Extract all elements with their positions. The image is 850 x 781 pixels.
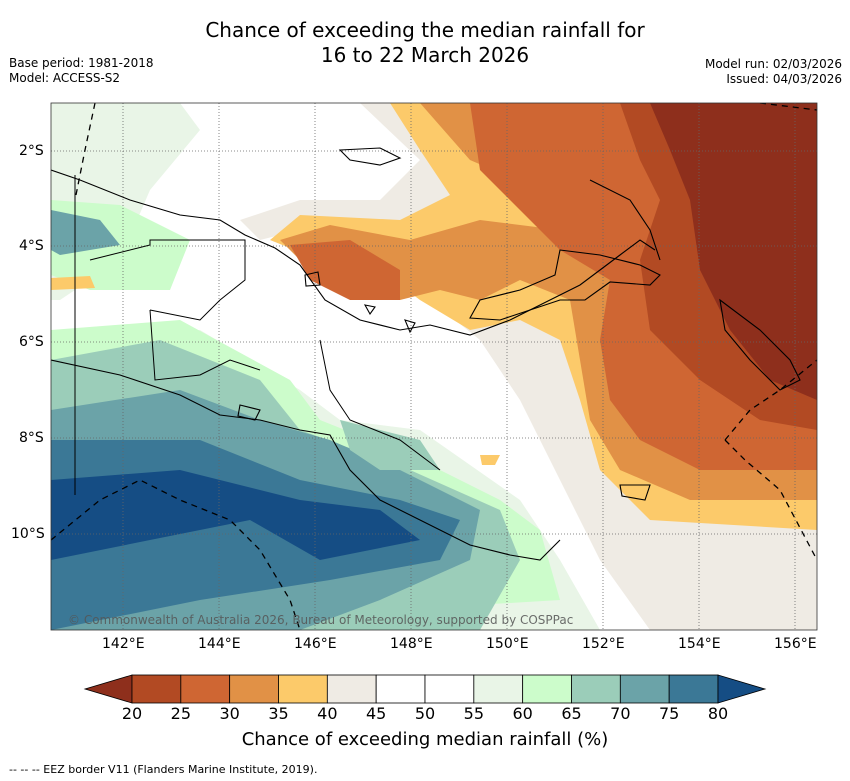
colorbar-segment-60-65 xyxy=(522,674,572,704)
contour-25-30-central xyxy=(290,240,400,300)
lon-tick-156: 156°E xyxy=(774,636,817,652)
colorbar-label-45: 45 xyxy=(365,704,387,723)
province-border-3 xyxy=(319,339,441,471)
province-border-2 xyxy=(149,309,261,381)
colorbar-title: Chance of exceeding median rainfall (%) xyxy=(241,729,609,750)
colorbar-segment-55-60 xyxy=(473,674,524,704)
solomon-islands xyxy=(719,298,801,391)
lat-tick-2s: 2°S xyxy=(19,143,44,159)
colorbar-label-80: 80 xyxy=(707,704,729,723)
issued-date: Issued: 04/03/2026 xyxy=(726,72,842,86)
new-ireland xyxy=(589,179,661,261)
contour-65-70-central xyxy=(340,420,440,470)
eez-borders xyxy=(51,103,817,630)
lon-tick-148: 148°E xyxy=(390,636,433,652)
colorbar xyxy=(83,674,767,704)
small-island-1 xyxy=(363,304,376,316)
woodlark-island xyxy=(619,484,651,501)
lat-tick-4s: 4°S xyxy=(19,238,44,254)
lat-tick-6s: 6°S xyxy=(19,334,44,350)
colorbar-segment-65-70 xyxy=(571,674,621,704)
eez-footnote: -- -- -- EEZ border V11 (Flanders Marine… xyxy=(9,763,318,776)
colorbar-label-35: 35 xyxy=(268,704,289,723)
new-guinea-south-coast xyxy=(51,359,561,561)
contour-80-plus-south xyxy=(51,470,420,560)
lon-tick-154: 154°E xyxy=(678,636,721,652)
fly-delta-islands xyxy=(237,404,261,421)
colorbar-segment-70-75 xyxy=(619,674,670,704)
colorbar-label-55: 55 xyxy=(463,704,485,723)
colorbar-label-20: 20 xyxy=(121,704,143,723)
colorbar-segment-75-80 xyxy=(668,674,719,704)
eez-south xyxy=(51,479,301,630)
base-period: Base period: 1981-2018 xyxy=(9,56,154,70)
colorbar-segment-30-35 xyxy=(229,674,279,704)
colorbar-label-65: 65 xyxy=(561,704,582,723)
lon-tick-144: 144°E xyxy=(198,636,241,652)
colorbar-segment-25-30 xyxy=(180,674,231,704)
colorbar-label-30: 30 xyxy=(219,704,240,723)
colorbar-label-70: 70 xyxy=(610,704,631,723)
contour-70-75-west xyxy=(51,210,120,255)
colorbar-label-25: 25 xyxy=(170,704,192,723)
colorbar-segment-40-45 xyxy=(326,674,377,704)
lon-tick-146: 146°E xyxy=(294,636,337,652)
meta-left: Base period: 1981-2018 Model: ACCESS-S2 xyxy=(9,56,154,86)
lat-tick-10s: 10°S xyxy=(11,526,45,542)
colorbar-segment-35-40 xyxy=(278,674,328,704)
lon-tick-152: 152°E xyxy=(582,636,625,652)
new-britain xyxy=(469,249,661,321)
colorbar-extend-high xyxy=(717,674,767,704)
model-name: Model: ACCESS-S2 xyxy=(9,71,121,85)
coastlines xyxy=(51,147,801,561)
title-line-1: Chance of exceeding the median rainfall … xyxy=(205,18,645,42)
eez-east-north xyxy=(759,103,817,111)
map-frame xyxy=(50,102,818,631)
colorbar-segment-45-50 xyxy=(375,674,426,704)
colorbar-label-50: 50 xyxy=(414,704,436,723)
eez-solomons xyxy=(724,359,817,441)
lon-tick-150: 150°E xyxy=(486,636,529,652)
map-title: Chance of exceeding the median rainfall … xyxy=(0,18,850,68)
eez-solomons-south xyxy=(724,439,817,561)
karkar-island xyxy=(304,271,321,287)
colorbar-label-75: 75 xyxy=(658,704,680,723)
map-plot-area xyxy=(51,103,817,630)
model-run: Model run: 02/03/2026 xyxy=(704,57,842,71)
manus-island xyxy=(338,147,402,166)
admin-borders xyxy=(74,175,441,495)
contour-35-40-south-speck xyxy=(480,455,500,465)
lat-tick-8s: 8°S xyxy=(19,430,44,446)
colorbar-extend-low xyxy=(83,674,133,704)
colorbar-segment-20-25 xyxy=(131,674,182,704)
province-border-1 xyxy=(89,239,246,321)
colorbar-label-60: 60 xyxy=(512,704,533,723)
colorbar-label-40: 40 xyxy=(317,704,338,723)
title-line-2: 16 to 22 March 2026 xyxy=(320,43,530,67)
meta-right: Model run: 02/03/2026 Issued: 04/03/2026 xyxy=(705,57,842,87)
contour-35-40-west-speck xyxy=(51,276,95,290)
eez-west-north xyxy=(74,103,96,201)
lon-tick-142: 142°E xyxy=(102,636,145,652)
small-island-2 xyxy=(404,319,416,334)
graticule xyxy=(51,103,817,630)
copyright-watermark: © Commonwealth of Australia 2026, Bureau… xyxy=(68,613,574,627)
contour-below-20-east xyxy=(650,103,817,400)
colorbar-segment-50-55 xyxy=(424,674,475,704)
new-guinea-north-coast xyxy=(51,169,656,336)
